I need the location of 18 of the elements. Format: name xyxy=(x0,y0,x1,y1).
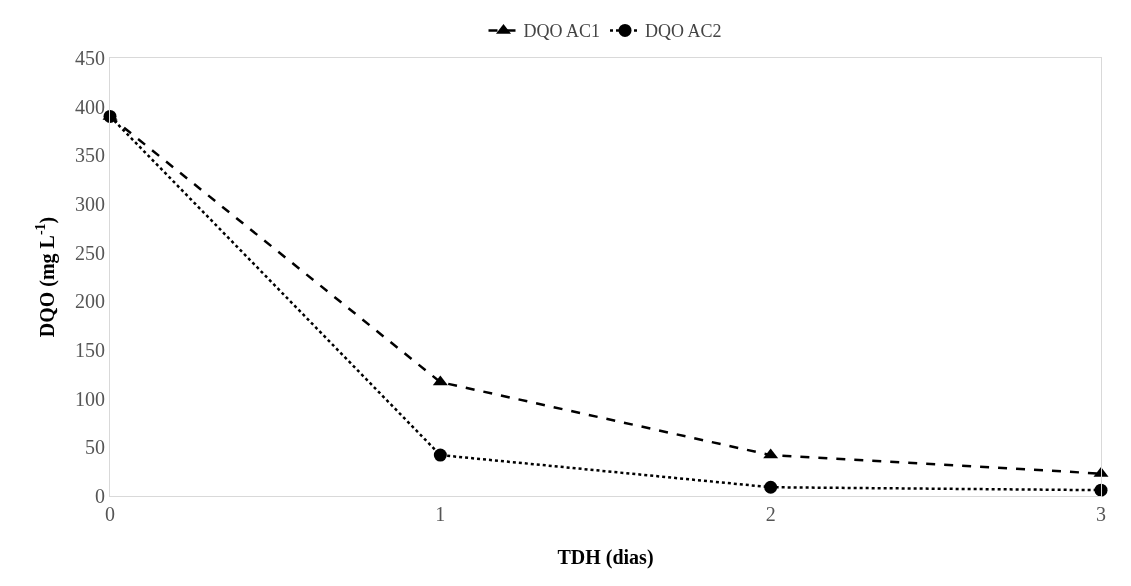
y-tick-label: 50 xyxy=(85,436,105,459)
point xyxy=(764,480,778,494)
y-tick-label: 150 xyxy=(75,339,105,361)
point xyxy=(433,448,447,462)
x-tick-label: 3 xyxy=(1096,503,1106,525)
y-tick-label: 400 xyxy=(75,95,105,118)
y-tick-label: 350 xyxy=(75,144,105,167)
y-tick-label: 300 xyxy=(75,193,105,215)
x-axis-title: TDH (dias) xyxy=(557,545,654,569)
y-tick-label: 0 xyxy=(95,485,105,507)
x-tick-label: 1 xyxy=(435,503,446,525)
y-tick-label: 100 xyxy=(75,387,105,410)
legend-label: DQO AC1 xyxy=(523,21,601,42)
y-tick-label: 250 xyxy=(75,241,105,264)
y-tick-label: 450 xyxy=(75,47,105,69)
x-tick-label: 2 xyxy=(765,503,776,525)
legend-label: DQO AC2 xyxy=(645,21,722,42)
y-tick-label: 200 xyxy=(75,290,105,313)
